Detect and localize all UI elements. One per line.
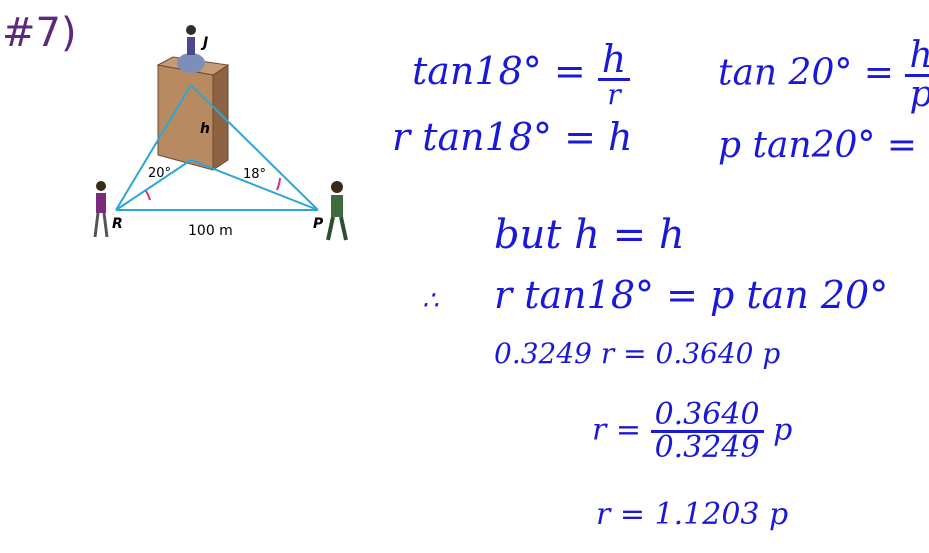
eq-r-tan18: r tan18° = h — [392, 115, 633, 159]
line-r-base — [115, 159, 192, 211]
person-r-body — [96, 193, 106, 213]
eq-r-lhs: r = — [592, 412, 642, 448]
eq-final: r = 1.1203 p — [596, 497, 789, 532]
person-r-leg — [93, 212, 100, 238]
angle-arc-r — [145, 190, 151, 201]
person-r-leg2 — [102, 212, 109, 238]
label-base-length: 100 m — [188, 223, 233, 239]
princess-dress — [177, 53, 205, 73]
label-p: P — [313, 216, 324, 232]
therefore-symbol: ∴ — [422, 286, 439, 316]
person-r-head — [96, 181, 106, 191]
triangle-diagram: J h R P 100 m 20° 18° — [88, 15, 358, 250]
eq-tan18-den: r — [607, 78, 621, 111]
diagram-svg: J h R P 100 m 20° 18° — [93, 25, 348, 241]
eq-tan20-lhs: tan 20° = — [718, 52, 894, 94]
eq-r-fraction: r = 0.3640 0.3249 p — [592, 400, 792, 463]
line-j-r — [115, 84, 192, 211]
label-h: h — [200, 121, 210, 137]
person-p-body — [331, 195, 343, 217]
eq-r-den: 0.3249 — [654, 430, 760, 465]
eq-tan18-lhs: tan18° = — [412, 49, 586, 93]
line-j-p — [190, 84, 319, 211]
princess-head — [186, 25, 196, 35]
tower-side-face — [212, 64, 229, 171]
eq-tan20-num: h — [905, 38, 929, 77]
label-j: J — [200, 35, 208, 51]
person-p-head — [331, 181, 343, 193]
label-angle-18: 18° — [243, 167, 266, 182]
person-p-leg2 — [339, 216, 348, 241]
problem-number: #7) — [2, 10, 77, 56]
eq-tan18-fraction: h r — [597, 40, 631, 111]
eq-combined: r tan18° = p tan 20° — [494, 273, 889, 317]
eq-tan18-num: h — [597, 40, 631, 81]
eq-but: but h = h — [494, 212, 685, 258]
eq-numeric: 0.3249 r = 0.3640 p — [494, 337, 781, 370]
eq-p-tan20: p tan20° = h — [718, 125, 929, 166]
person-p-leg — [326, 216, 335, 241]
eq-r-var: p — [773, 412, 793, 448]
tower-front-face — [157, 64, 214, 171]
label-r: R — [112, 216, 123, 232]
eq-r-frac: 0.3640 0.3249 — [650, 400, 764, 465]
eq-tan20-fraction: h p — [905, 38, 929, 113]
eq-tan18: tan18° = h r — [412, 40, 631, 111]
eq-tan20: tan 20° = h p — [718, 38, 929, 113]
angle-arc-p — [276, 177, 281, 191]
eq-tan20-den: p — [906, 77, 929, 113]
princess-body — [187, 37, 195, 55]
label-angle-20: 20° — [148, 166, 171, 181]
eq-r-num: 0.3640 — [650, 400, 764, 433]
line-p-base — [190, 159, 319, 211]
